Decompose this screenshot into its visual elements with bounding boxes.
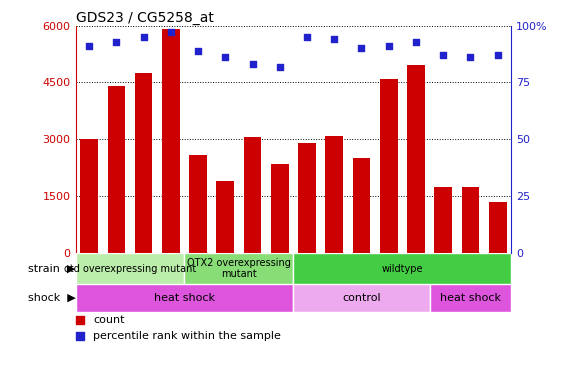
Bar [293,253,511,284]
Bar [325,135,343,253]
Point [357,45,366,51]
Bar [80,139,98,253]
Bar [107,86,125,253]
Point [439,52,448,58]
Bar [162,29,180,253]
Text: count: count [93,315,124,325]
Text: control: control [342,293,381,303]
Point [302,34,311,40]
Text: wildtype: wildtype [382,264,423,274]
Bar [298,143,316,253]
Bar [76,253,185,284]
Point [275,64,285,70]
Point [329,36,339,42]
Text: heat shock: heat shock [440,293,501,303]
Text: percentile rank within the sample: percentile rank within the sample [93,331,281,341]
Point [411,38,421,44]
Point [466,55,475,60]
Point [248,61,257,67]
Text: strain  ▶: strain ▶ [28,264,76,274]
Bar [461,187,479,253]
Point [328,251,338,257]
Point [493,52,503,58]
Point [193,48,203,53]
Text: otd overexpressing mutant: otd overexpressing mutant [64,264,196,274]
Text: OTX2 overexpressing
mutant: OTX2 overexpressing mutant [187,258,291,280]
Bar [353,158,370,253]
Bar [489,202,507,253]
Point [328,103,338,109]
Point [166,30,175,36]
Bar [243,138,261,253]
Bar [293,284,429,311]
Bar [185,253,293,284]
Point [139,34,148,40]
Point [221,55,230,60]
Bar [189,154,207,253]
Bar [76,284,293,311]
Text: GDS23 / CG5258_at: GDS23 / CG5258_at [76,11,213,25]
Bar [271,164,289,253]
Bar [407,66,425,253]
Bar [217,181,234,253]
Text: shock  ▶: shock ▶ [28,293,76,303]
Bar [135,73,152,253]
Point [112,38,121,44]
Point [84,43,94,49]
Bar [380,79,397,253]
Bar [429,284,511,311]
Point [384,43,393,49]
Bar [435,187,452,253]
Text: heat shock: heat shock [154,293,215,303]
